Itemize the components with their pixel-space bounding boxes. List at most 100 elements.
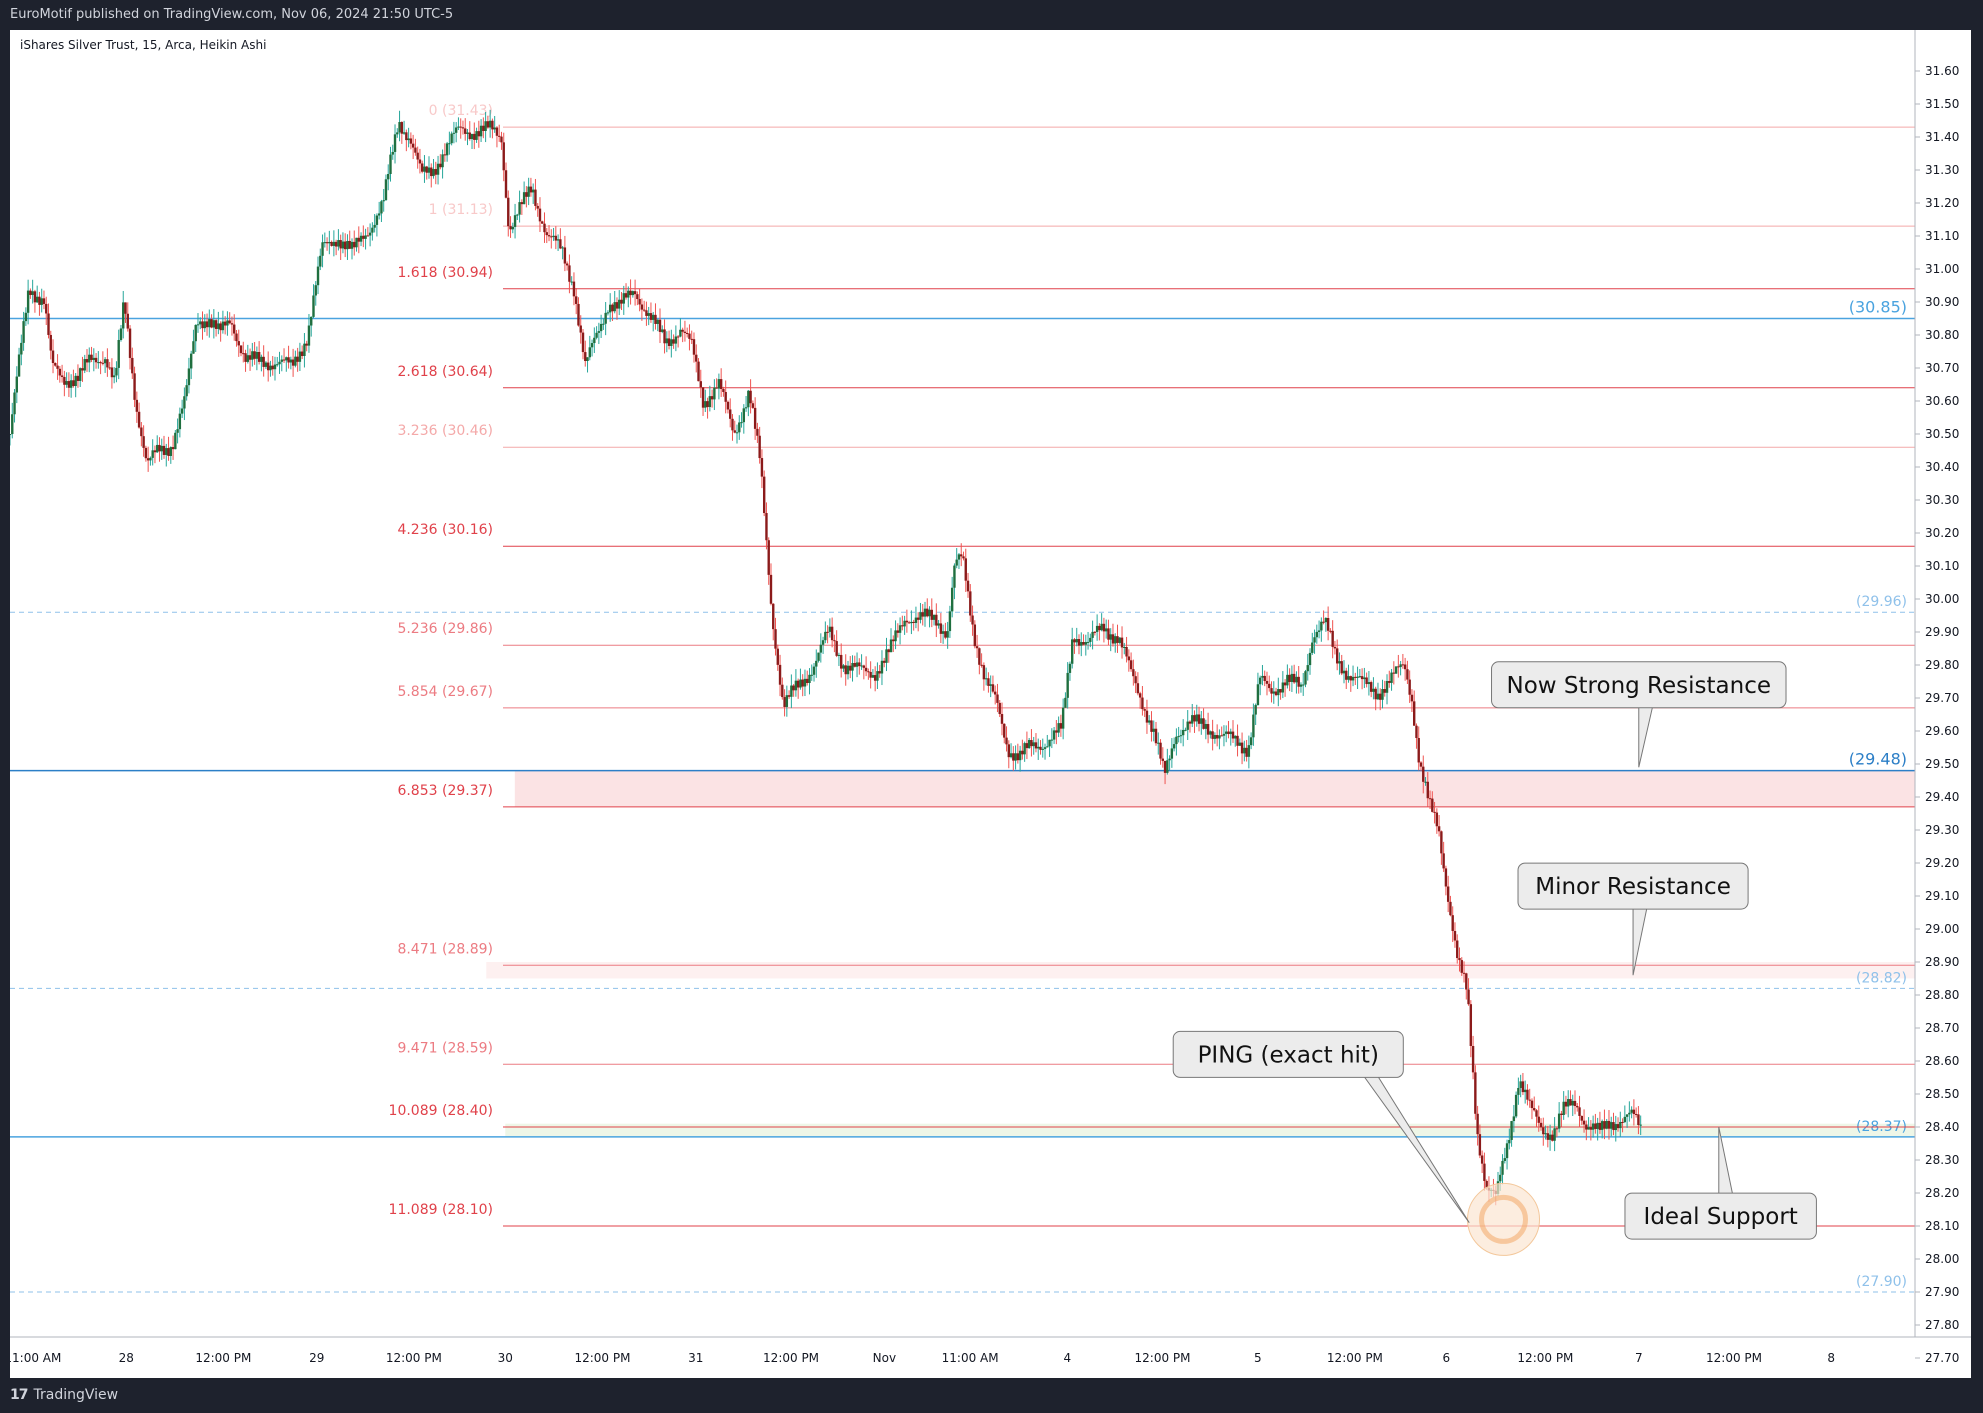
candle-body — [74, 375, 77, 387]
candle-body — [325, 242, 329, 244]
candle-body — [375, 215, 379, 225]
candle-body — [907, 622, 911, 624]
candle-body — [1082, 642, 1085, 645]
candle-body — [278, 361, 281, 365]
candle-body — [310, 316, 313, 326]
candle-body — [989, 684, 992, 686]
candle-body — [1290, 673, 1294, 682]
callout-box[interactable] — [1491, 661, 1787, 709]
candle-body — [271, 365, 274, 370]
time-axis-label: 12:00 PM — [1706, 1351, 1762, 1365]
candle-body — [531, 189, 535, 193]
candle-body — [371, 227, 374, 233]
candle-body — [235, 333, 238, 342]
candle-body — [260, 356, 263, 362]
candle-body — [1501, 1160, 1504, 1175]
candle-body — [1134, 676, 1137, 684]
candle-body — [1073, 639, 1076, 643]
candle-body — [1032, 742, 1035, 747]
candle-body — [971, 615, 974, 625]
candle-body — [314, 285, 317, 296]
candle-body — [298, 351, 302, 362]
candle-body — [1143, 709, 1146, 711]
candle-body — [1148, 720, 1151, 723]
candle-body — [1499, 1174, 1502, 1182]
candle-body — [1107, 628, 1110, 640]
candle-body — [427, 167, 431, 173]
candle-body — [812, 666, 816, 675]
candle-body — [1612, 1122, 1615, 1131]
callout-box[interactable] — [1172, 1030, 1404, 1078]
candle-body — [88, 354, 91, 363]
candle-body — [176, 429, 179, 433]
candle-body — [842, 665, 845, 669]
candle-body — [969, 591, 972, 616]
horizontal-level-label: (28.82) — [1856, 970, 1907, 986]
candle-body — [1360, 676, 1364, 680]
candle-body — [860, 665, 863, 667]
candle-body — [1480, 1155, 1484, 1164]
candle-body — [878, 671, 881, 674]
candle-body — [1000, 714, 1004, 724]
price-chart[interactable]: (30.85)(29.96)(29.48)(28.82)(28.37)(27.9… — [10, 30, 1971, 1378]
candle-body — [1469, 1004, 1473, 1046]
candle-body — [604, 312, 607, 324]
candle-body — [953, 565, 956, 588]
time-axis-label: 12:00 PM — [195, 1351, 251, 1365]
candle-body — [165, 448, 168, 455]
candle-body — [1628, 1112, 1631, 1115]
candle-body — [1243, 747, 1246, 754]
candle-body — [1483, 1163, 1486, 1181]
candle-body — [636, 294, 639, 300]
candle-body — [935, 614, 938, 626]
tradingview-logo[interactable]: 17 TradingView — [10, 1378, 118, 1413]
candle-body — [457, 126, 460, 128]
candle-body — [1240, 742, 1244, 754]
candle-body — [1625, 1114, 1629, 1117]
candle-body — [135, 399, 139, 412]
candle-body — [1424, 781, 1427, 783]
candle-body — [1193, 715, 1196, 722]
symbol-title: iShares Silver Trust, 15, Arca, Heikin A… — [20, 38, 267, 52]
candle-body — [916, 617, 920, 620]
candle-body — [1179, 735, 1183, 737]
candle-body — [1598, 1122, 1602, 1130]
candle-body — [262, 356, 265, 367]
candle-body — [1392, 672, 1396, 674]
candle-body — [1181, 729, 1185, 736]
candle-body — [491, 120, 494, 130]
chart-area[interactable]: (30.85) (29.96) (29.48) (28.82) (28.37) (27.9… — [10, 30, 1971, 1378]
candle-body — [731, 418, 734, 431]
price-axis-label: 30.80 — [1925, 328, 1959, 342]
candle-body — [661, 329, 664, 332]
candle-body — [1041, 748, 1044, 750]
candle-body — [883, 660, 886, 663]
candle-body — [384, 179, 388, 201]
candle-body — [475, 131, 478, 140]
candle-body — [1197, 714, 1201, 724]
candle-body — [522, 192, 526, 205]
candle-body — [776, 648, 779, 665]
candle-body — [1222, 733, 1226, 736]
candle-body — [1129, 660, 1133, 670]
candle-body — [1114, 636, 1117, 644]
price-axis-label: 29.10 — [1925, 889, 1959, 903]
candle-body — [862, 665, 866, 668]
candle-body — [400, 122, 404, 134]
candle-body — [498, 135, 501, 137]
candle-body — [760, 458, 764, 477]
candle-body — [185, 385, 188, 397]
candle-body — [939, 623, 943, 634]
callout-box[interactable] — [1517, 862, 1749, 910]
callout-box[interactable] — [1624, 1192, 1817, 1240]
candle-body — [1580, 1115, 1583, 1121]
candle-body — [819, 644, 823, 653]
candle-body — [83, 359, 86, 371]
candle-body — [219, 323, 222, 331]
candle-body — [373, 224, 376, 228]
candle-body — [1229, 731, 1232, 735]
candle-body — [1573, 1100, 1577, 1106]
candle-body — [957, 554, 961, 560]
time-axis-label: 29 — [309, 1351, 324, 1365]
candle-body — [1050, 739, 1054, 741]
